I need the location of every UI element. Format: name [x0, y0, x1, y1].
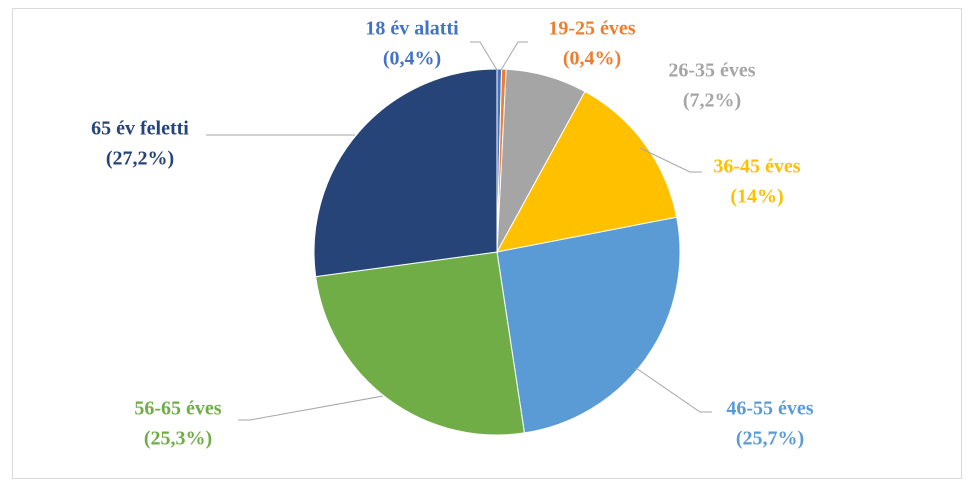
pie-slice [496, 90, 678, 253]
leader-line [470, 41, 498, 71]
leader-lines [206, 41, 712, 421]
slice-value-label: (14%) [730, 186, 783, 208]
slice-label: 46-55 éves [726, 398, 813, 420]
slice-value-label: (25,3%) [144, 428, 212, 450]
leader-line [635, 367, 712, 413]
leader-line [500, 41, 528, 71]
pie-slice [313, 68, 498, 278]
slice-value-label: (0,4%) [563, 48, 621, 70]
slice-label: 65 év feletti [91, 118, 189, 140]
slice-label: 18 év alatti [365, 18, 459, 40]
leader-line [639, 147, 702, 173]
slice-value-label: (7,2%) [683, 90, 741, 112]
pie-slice [496, 216, 681, 434]
slice-label: 19-25 éves [548, 18, 635, 40]
pie-slice [315, 251, 526, 436]
slice-value-label: (27,2%) [106, 148, 174, 170]
pie [313, 68, 681, 436]
slice-label: 56-65 éves [134, 398, 221, 420]
slice-value-label: (0,4%) [383, 48, 441, 70]
leader-line [238, 395, 384, 421]
slice-label: 36-45 éves [713, 156, 800, 178]
slice-label: 26-35 éves [668, 60, 755, 82]
slice-value-label: (25,7%) [736, 428, 804, 450]
